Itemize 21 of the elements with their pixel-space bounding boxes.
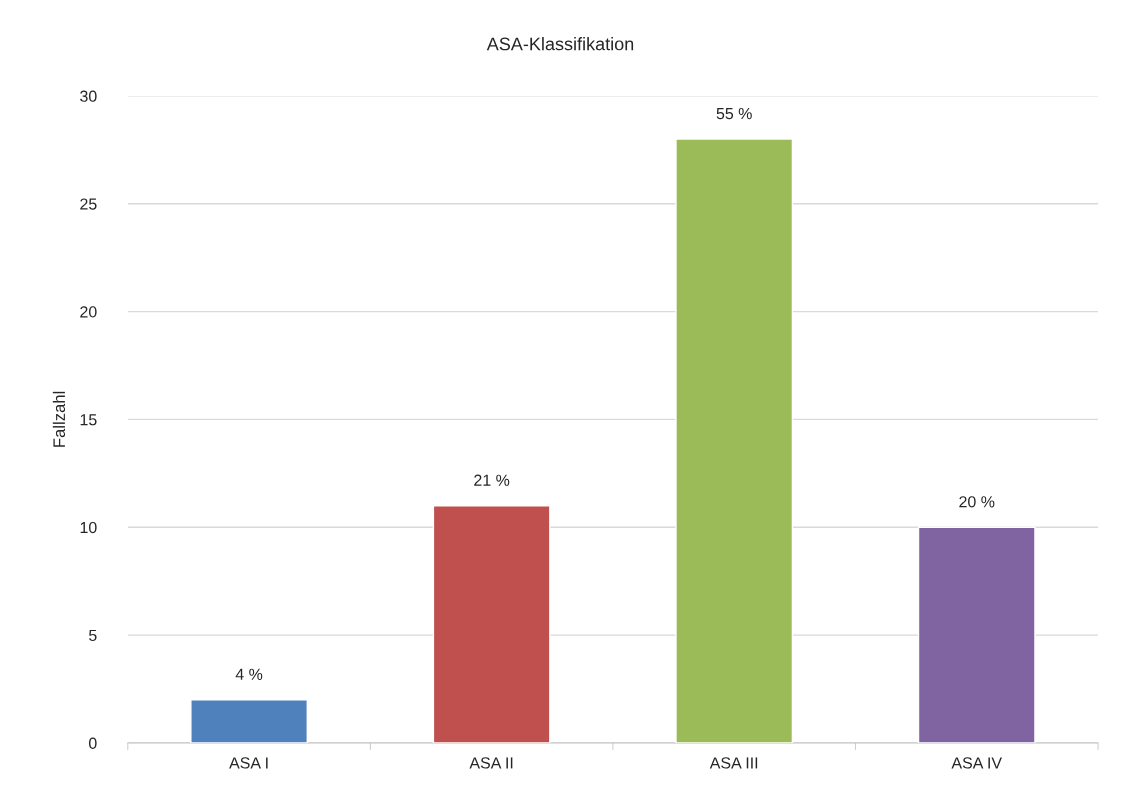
x-tick-label: ASA I xyxy=(229,757,268,769)
bar xyxy=(675,138,794,743)
y-tick-label: 0 xyxy=(88,737,97,749)
chart-title: ASA-Klassifikation xyxy=(486,37,634,51)
y-tick-label: 30 xyxy=(80,90,97,102)
x-tick-label: ASA IV xyxy=(951,757,1002,769)
annotation: 21 % xyxy=(474,474,510,486)
annotation: 20 % xyxy=(959,496,995,508)
annotation: 55 % xyxy=(716,107,752,120)
y-axis-title: Fallzahl xyxy=(52,391,66,447)
x-tick-label: ASA III xyxy=(709,757,758,769)
y-tick-label: 15 xyxy=(80,414,97,426)
bar xyxy=(917,526,1036,743)
bar xyxy=(190,699,308,743)
annotation: 4 % xyxy=(235,668,263,680)
bar xyxy=(432,505,551,743)
y-tick-label: 5 xyxy=(89,629,97,642)
y-tick-label: 20 xyxy=(80,306,97,318)
x-tick-label: ASA II xyxy=(469,757,513,769)
y-tick-label: 10 xyxy=(80,521,97,534)
y-tick-label: 25 xyxy=(80,198,97,210)
